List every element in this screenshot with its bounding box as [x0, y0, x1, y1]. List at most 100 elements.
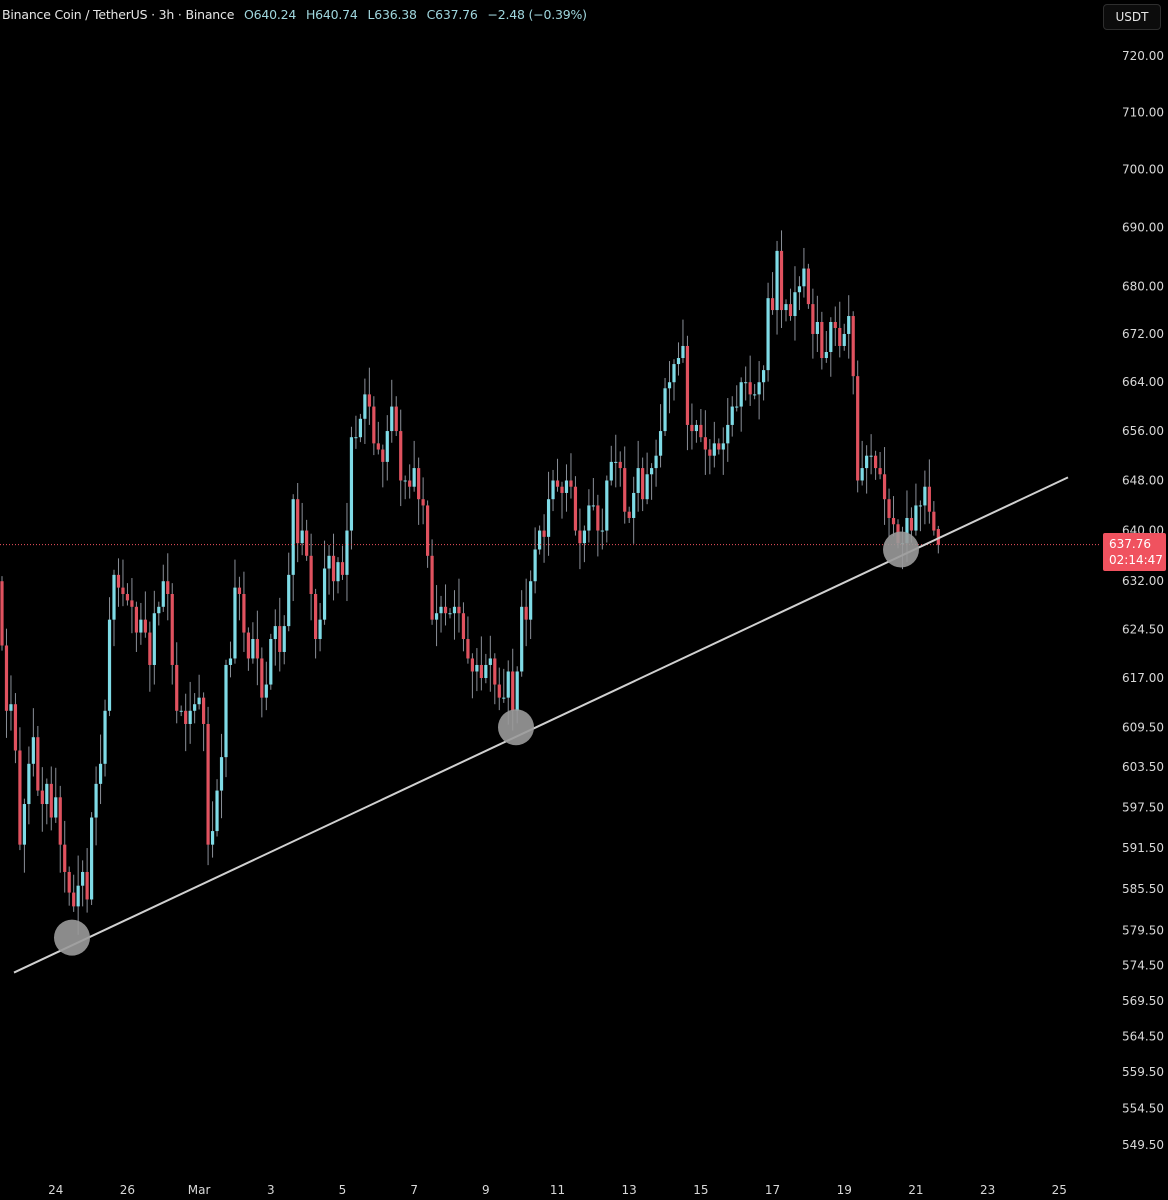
candle-body: [345, 530, 349, 575]
candle-body: [260, 658, 264, 698]
price-tick-label: 564.50: [1122, 1029, 1164, 1043]
candle-body: [484, 664, 488, 679]
candle-body: [820, 321, 824, 359]
candle-body: [641, 468, 645, 500]
candle-body: [314, 593, 318, 640]
candle-body: [905, 517, 909, 544]
candle-body: [493, 658, 497, 685]
candle-body: [676, 358, 681, 365]
candle-body: [152, 613, 156, 665]
candle-body: [372, 406, 376, 444]
candle-body: [184, 710, 188, 724]
candle-body: [161, 581, 165, 607]
symbol-title: Binance Coin / TetherUS · 3h · Binance: [2, 7, 235, 22]
candle-body: [506, 671, 510, 698]
price-tick-label: 672.00: [1122, 327, 1164, 341]
candle-body: [614, 461, 618, 463]
price-tick-label: 624.50: [1122, 622, 1164, 636]
price-tick-label: 710.00: [1122, 105, 1164, 119]
candle-body: [98, 763, 103, 784]
candle-body: [891, 517, 896, 525]
candle-body: [784, 304, 788, 311]
price-tick-label: 632.00: [1122, 574, 1164, 588]
candle-body: [479, 664, 483, 679]
candle-body: [735, 406, 739, 408]
price-tick-label: 549.50: [1122, 1138, 1164, 1152]
candle-body: [497, 684, 501, 698]
candle-body: [932, 511, 936, 531]
candle-body: [219, 757, 224, 791]
candle-body: [762, 370, 766, 383]
candle-body: [753, 394, 757, 396]
candle-body: [690, 424, 694, 432]
candle-body: [107, 619, 112, 711]
candle-body: [542, 530, 546, 537]
candle-body: [887, 499, 891, 518]
candle-body: [847, 316, 851, 334]
time-tick-label: 11: [550, 1183, 565, 1197]
candle-body: [206, 723, 210, 845]
candle-body: [81, 871, 85, 886]
candle-body: [166, 581, 170, 594]
candle-body: [524, 606, 528, 620]
candle-body: [851, 316, 855, 377]
candle-body: [296, 499, 300, 544]
price-tick-label: 720.00: [1122, 49, 1164, 63]
last-price-value: 637.76: [1109, 536, 1151, 551]
candle-body: [188, 710, 192, 724]
candle-body: [363, 394, 367, 419]
candle-body: [452, 606, 457, 614]
candle-body: [529, 581, 533, 620]
candle-body: [636, 468, 640, 493]
candle-body: [27, 763, 31, 805]
price-tick-label: 569.50: [1122, 994, 1164, 1008]
candle-body: [470, 658, 474, 672]
candle-body: [712, 443, 716, 456]
candle-body: [466, 639, 470, 659]
candle-body: [121, 587, 125, 594]
candle-body: [600, 530, 604, 532]
candle-body: [443, 606, 448, 614]
candle-body: [703, 437, 707, 450]
candle-body: [730, 406, 734, 425]
candle-body: [779, 250, 784, 311]
candle-body: [515, 671, 519, 711]
candle-body: [511, 671, 515, 711]
candle-body: [927, 486, 931, 512]
candle-body: [685, 345, 690, 425]
candle-body: [573, 486, 578, 531]
candle-body: [488, 658, 492, 665]
candle-body: [546, 499, 551, 537]
candle-body: [874, 455, 878, 469]
candle-body: [367, 394, 371, 407]
candle-body: [748, 382, 752, 395]
candle-body: [242, 593, 246, 633]
candle-body: [31, 737, 35, 764]
candle-body: [63, 844, 67, 872]
currency-button[interactable]: USDT: [1103, 4, 1161, 30]
candle-body: [233, 587, 237, 659]
candle-body: [739, 382, 743, 407]
price-tick-label: 591.50: [1122, 841, 1164, 855]
touch-markers: [54, 531, 919, 956]
candle-body: [699, 424, 703, 438]
candle-body: [417, 468, 421, 500]
candle-body: [255, 639, 259, 659]
candle-body: [439, 606, 443, 614]
candle-body: [681, 345, 685, 359]
candle-body: [811, 304, 815, 334]
candle-body: [143, 619, 147, 633]
candle-body: [654, 455, 658, 469]
touch-point-marker: [498, 709, 534, 746]
candle-body: [112, 574, 116, 620]
candle-body: [569, 480, 573, 487]
candle-body: [520, 606, 524, 672]
candle-body: [632, 492, 636, 518]
price-axis[interactable]: 720.00 710.00 700.00 690.00 680.00 672.00 664.…: [1122, 49, 1164, 1152]
candle-body: [448, 613, 452, 615]
time-axis[interactable]: 24 26 Mar 3 5 7 9 11 13 15 17 19 21 23 25: [48, 1183, 1067, 1197]
time-tick-label: 7: [410, 1183, 418, 1197]
candle-body: [4, 645, 9, 711]
candle-body: [694, 424, 698, 432]
